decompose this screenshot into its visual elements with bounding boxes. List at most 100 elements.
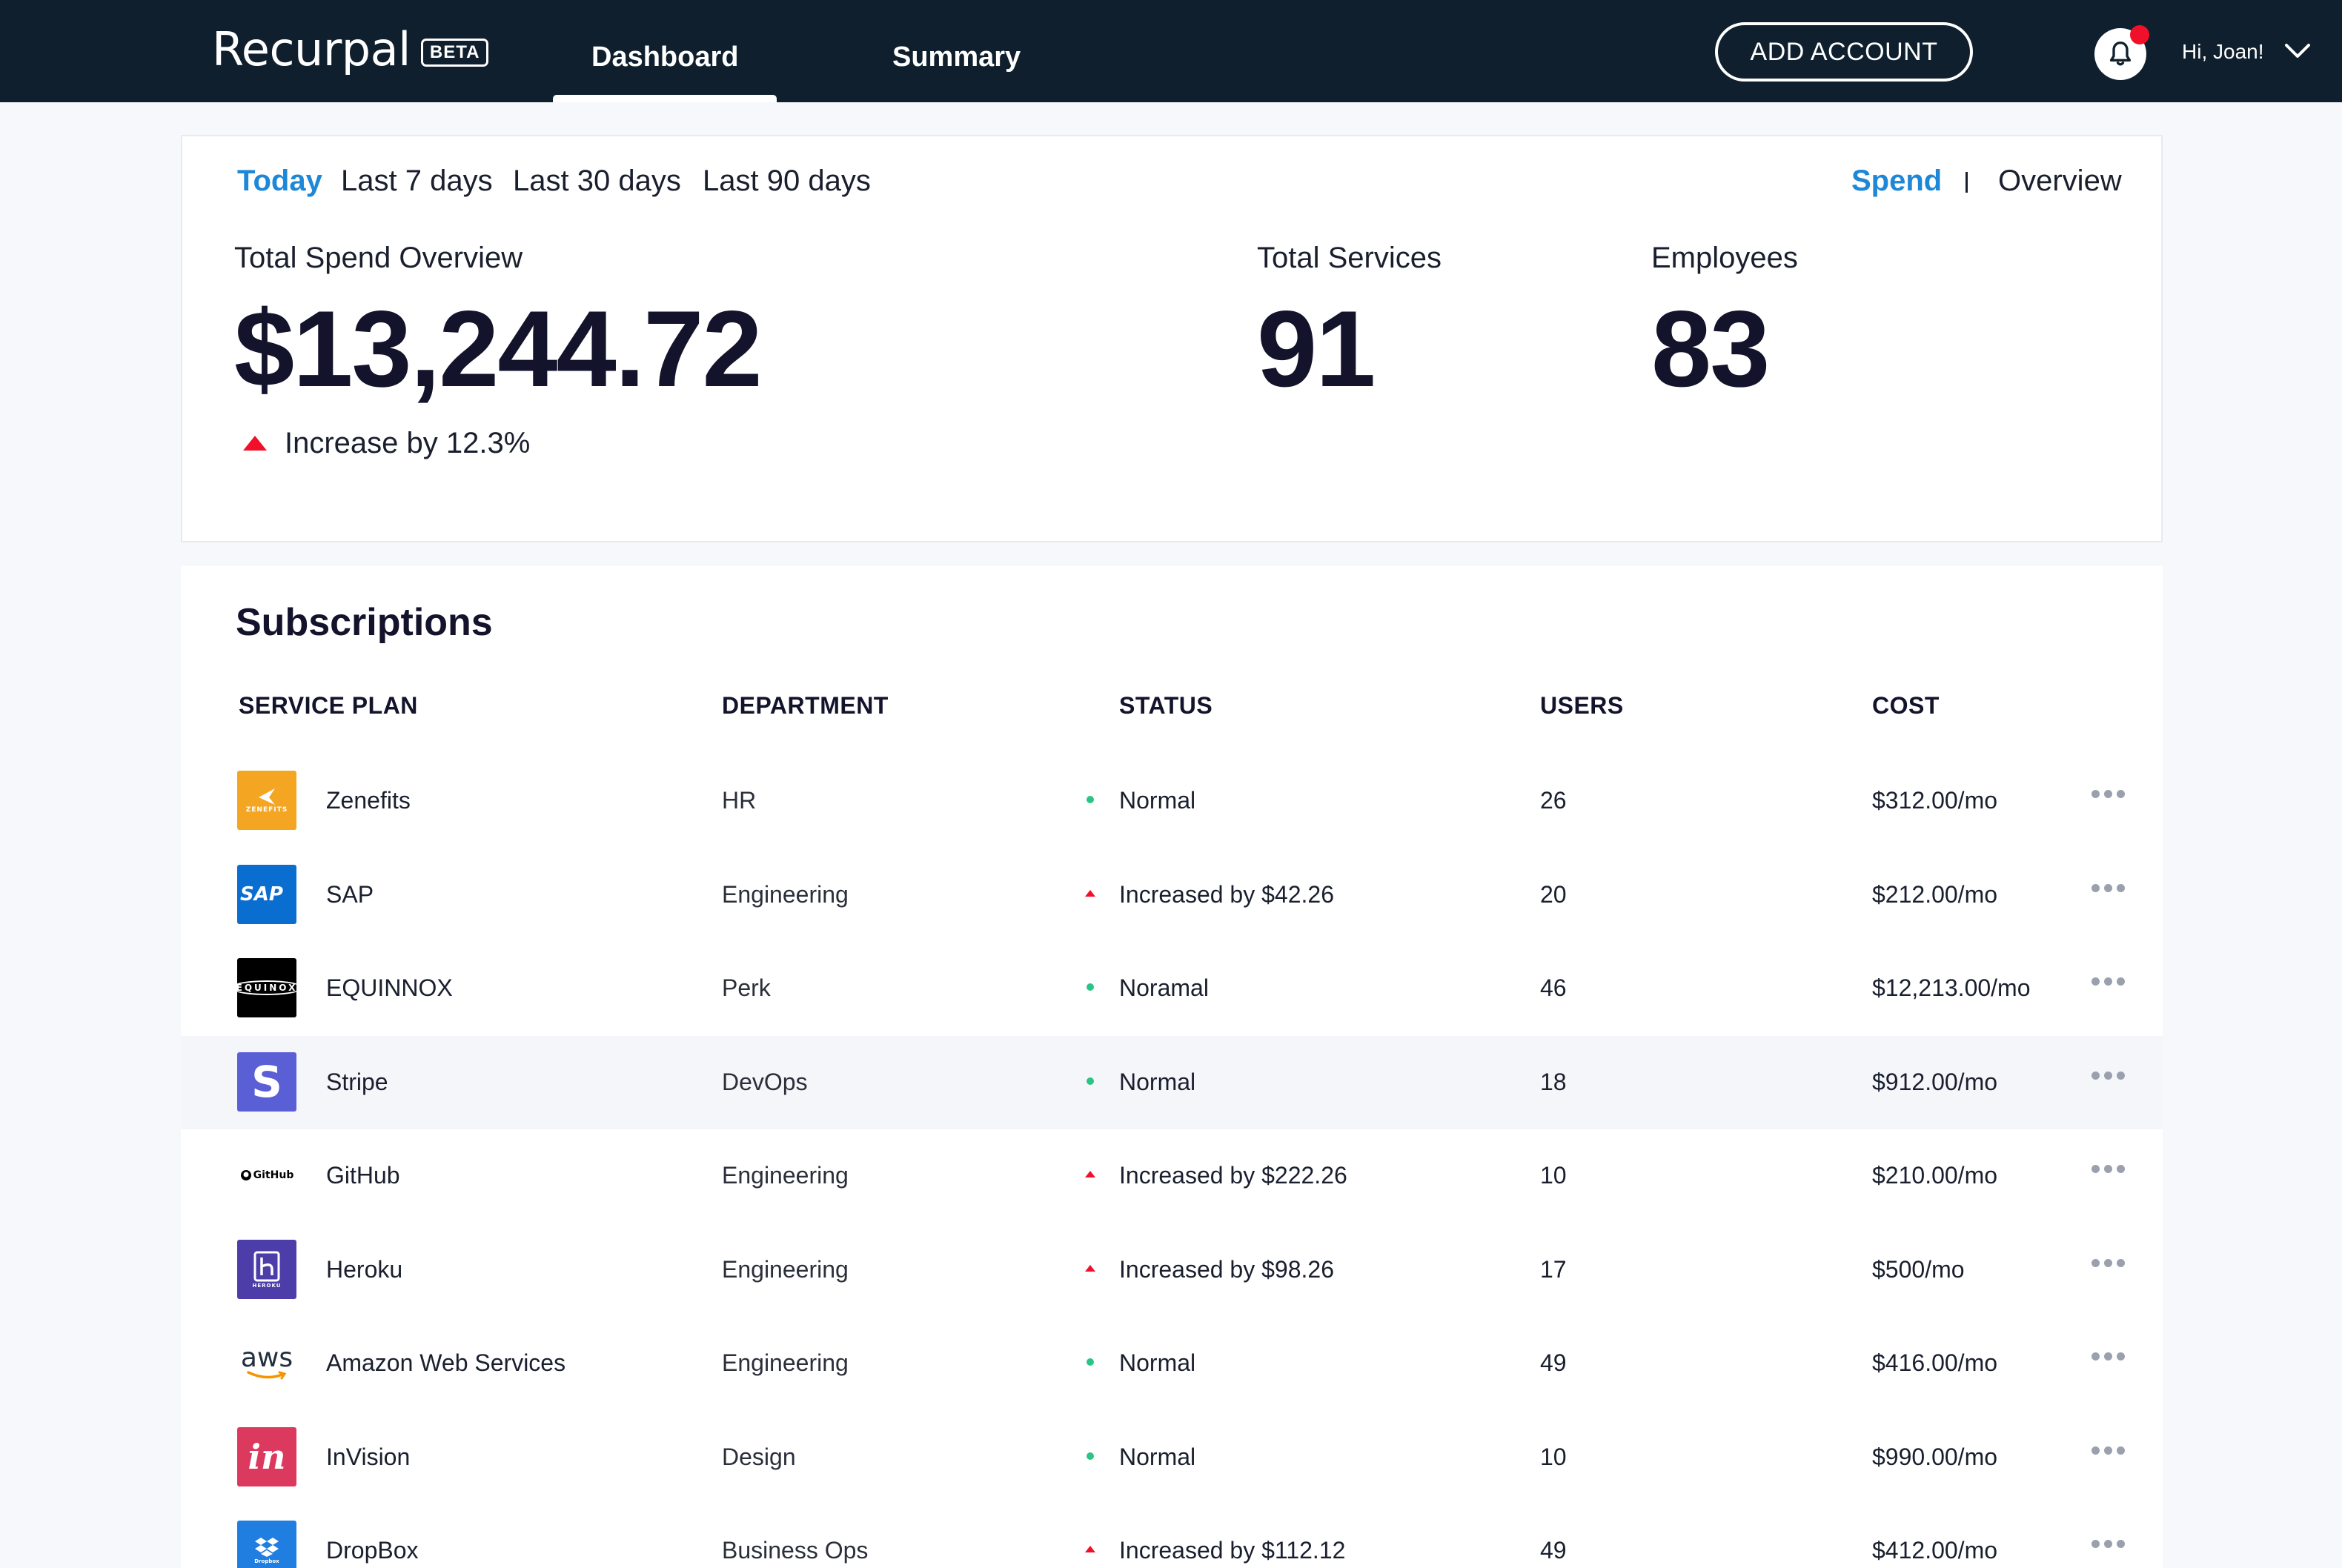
status-text: Increased by $98.26 [1119, 1255, 1334, 1283]
spend-trend-text: Increase by 12.3% [285, 427, 531, 459]
cost: $412.00/mo [1872, 1537, 1998, 1564]
col-header-cost[interactable]: COST [1872, 692, 1940, 719]
status-text: Increased by $42.26 [1119, 880, 1334, 908]
nav-dashboard[interactable]: Dashboard [591, 41, 739, 73]
more-options-icon[interactable] [2091, 977, 2125, 986]
user-greeting[interactable]: Hi, Joan! [2182, 40, 2264, 63]
table-row[interactable]: ZENEFITS Zenefits HR Normal 26 $312.00/mo [181, 754, 2163, 848]
employees-value: 83 [1651, 288, 1770, 409]
add-account-button[interactable]: ADD ACCOUNT [1715, 22, 1973, 82]
logo-text: in [248, 1436, 286, 1477]
col-header-department[interactable]: DEPARTMENT [722, 692, 889, 719]
department: Engineering [722, 880, 849, 908]
range-tab-7-days[interactable]: Last 7 days [341, 165, 493, 197]
user-count: 26 [1540, 787, 1567, 814]
department: Engineering [722, 1255, 849, 1283]
more-options-icon[interactable] [2091, 883, 2125, 892]
table-row[interactable]: aws Amazon Web Services Engineering Normal 4… [181, 1317, 2163, 1410]
subscriptions-title: Subscriptions [236, 601, 493, 644]
employees-label: Employees [1651, 242, 1798, 274]
table-row[interactable]: SAP SAP Engineering Increased by $42.26 20 $2… [181, 848, 2163, 942]
user-count: 49 [1540, 1349, 1567, 1376]
more-options-icon[interactable] [2091, 1258, 2125, 1267]
service-name[interactable]: InVision [326, 1443, 411, 1470]
col-header-service-plan[interactable]: SERVICE PLAN [239, 692, 418, 719]
bell-icon [2109, 41, 2132, 66]
status-text: Increased by $112.12 [1119, 1537, 1346, 1564]
table-row[interactable]: S Stripe DevOps Normal 18 $912.00/mo [181, 1035, 2163, 1129]
status-text: Increased by $222.26 [1119, 1162, 1347, 1189]
status-normal-icon [1087, 1077, 1094, 1085]
more-options-icon[interactable] [2091, 1165, 2125, 1173]
status-text: Normal [1119, 1443, 1196, 1470]
table-row[interactable]: GitHub GitHub Engineering Increased by $222… [181, 1129, 2163, 1223]
department: Perk [722, 974, 771, 1001]
more-options-icon[interactable] [2091, 1540, 2125, 1548]
table-row[interactable]: HEROKU Heroku Engineering Increased by $98.… [181, 1223, 2163, 1317]
service-name[interactable]: Stripe [326, 1068, 388, 1095]
table-row[interactable]: EQUINOX EQUINNOX Perk Noramal 46 $12,213.00/m… [181, 942, 2163, 1035]
cost: $416.00/mo [1872, 1349, 1998, 1376]
more-options-icon[interactable] [2091, 1071, 2125, 1080]
col-header-users[interactable]: USERS [1540, 692, 1624, 719]
service-name[interactable]: SAP [326, 880, 374, 908]
range-tab-90-days[interactable]: Last 90 days [703, 165, 871, 197]
service-name[interactable]: EQUINNOX [326, 974, 453, 1001]
more-options-icon[interactable] [2091, 790, 2125, 798]
cost: $12,213.00/mo [1872, 974, 2031, 1001]
table-row[interactable]: Dropbox DropBox Business Ops Increased by $… [181, 1504, 2163, 1568]
status-normal-icon [1087, 1358, 1094, 1366]
nav-summary[interactable]: Summary [892, 41, 1021, 73]
status-text: Normal [1119, 787, 1196, 814]
service-name[interactable]: Amazon Web Services [326, 1349, 566, 1376]
brand-logo[interactable]: Recurpal BETA [212, 22, 489, 76]
col-header-status[interactable]: STATUS [1119, 692, 1213, 719]
github-logo: GitHub [237, 1146, 296, 1205]
status-normal-icon [1087, 983, 1094, 991]
cost: $312.00/mo [1872, 787, 1998, 814]
total-services-label: Total Services [1257, 242, 1442, 274]
status-text: Normal [1119, 1068, 1196, 1095]
zenefits-logo: ZENEFITS [237, 771, 296, 830]
trend-up-icon [243, 436, 267, 451]
view-toggle-spend[interactable]: Spend [1851, 165, 1943, 197]
logo-text: EQUINOX [237, 980, 296, 995]
status-text: Normal [1119, 1349, 1196, 1376]
cost: $212.00/mo [1872, 880, 1998, 908]
status-text: Noramal [1119, 974, 1209, 1001]
heroku-logo: HEROKU [237, 1239, 296, 1299]
cost: $990.00/mo [1872, 1443, 1998, 1470]
user-count: 46 [1540, 974, 1567, 1001]
department: DevOps [722, 1068, 808, 1095]
department: Engineering [722, 1162, 849, 1189]
logo-text: Dropbox [254, 1558, 279, 1564]
invision-logo: in [237, 1426, 296, 1486]
amazon-web-services-logo: aws [237, 1333, 296, 1392]
status-normal-icon [1087, 796, 1094, 803]
more-options-icon[interactable] [2091, 1446, 2125, 1455]
total-services-value: 91 [1257, 288, 1376, 409]
range-tab-today[interactable]: Today [237, 165, 322, 197]
cost: $912.00/mo [1872, 1068, 1998, 1095]
total-spend-label: Total Spend Overview [234, 242, 523, 274]
cost: $210.00/mo [1872, 1162, 1998, 1189]
service-name[interactable]: Zenefits [326, 787, 411, 814]
user-menu-chevron[interactable] [2284, 43, 2311, 63]
logo-text: HEROKU [252, 1282, 282, 1289]
service-name[interactable]: Heroku [326, 1255, 403, 1283]
status-increase-icon [1085, 1546, 1095, 1552]
user-count: 10 [1540, 1162, 1567, 1189]
logo-text: aws [240, 1343, 293, 1373]
spend-overview-card [181, 135, 2163, 542]
user-count: 10 [1540, 1443, 1567, 1470]
service-name[interactable]: GitHub [326, 1162, 400, 1189]
user-count: 20 [1540, 880, 1567, 908]
range-tab-30-days[interactable]: Last 30 days [513, 165, 681, 197]
user-count: 18 [1540, 1068, 1567, 1095]
more-options-icon[interactable] [2091, 1352, 2125, 1361]
status-increase-icon [1085, 1171, 1095, 1177]
table-row[interactable]: in InVision Design Normal 10 $990.00/mo [181, 1411, 2163, 1504]
view-toggle-overview[interactable]: Overview [1998, 165, 2122, 197]
service-name[interactable]: DropBox [326, 1537, 419, 1564]
cost: $500/mo [1872, 1255, 1965, 1283]
